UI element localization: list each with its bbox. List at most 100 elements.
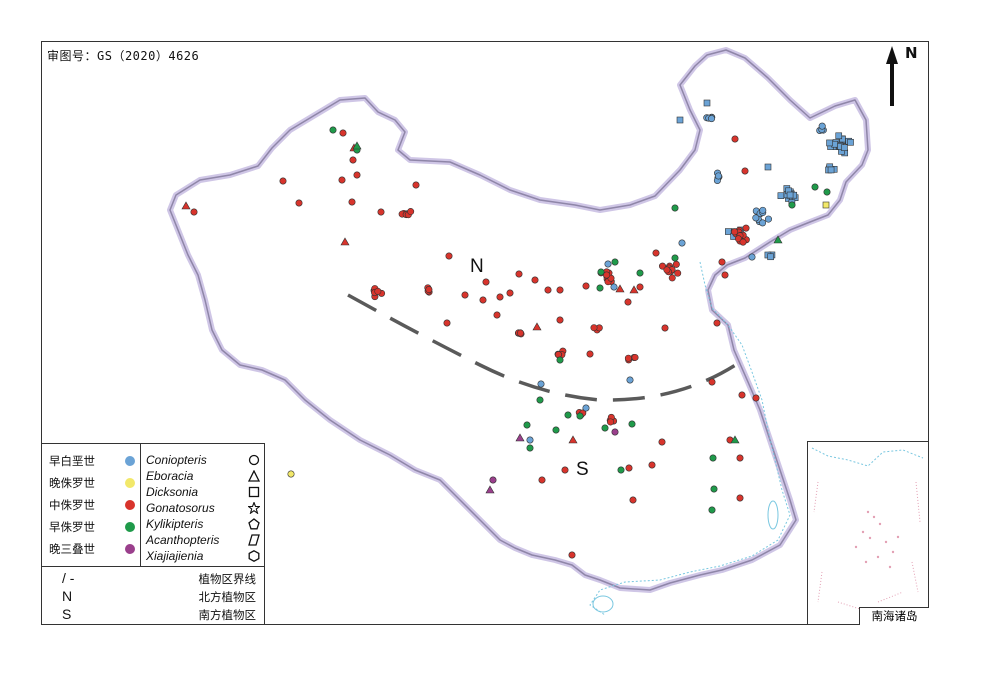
fossil-locality-marker <box>822 201 830 209</box>
fossil-locality-marker <box>590 324 598 332</box>
fossil-locality-marker <box>295 199 303 207</box>
legend-age-late-triassic: 晚三叠世 <box>49 540 137 558</box>
fossil-locality-marker <box>738 391 746 399</box>
china-outline <box>169 49 869 591</box>
pentagon-symbol-icon <box>248 518 260 530</box>
fossil-locality-marker <box>561 466 569 474</box>
fossil-locality-marker <box>847 138 854 146</box>
fossil-locality-marker <box>537 380 545 388</box>
fossil-localities <box>181 99 854 559</box>
inset-map <box>811 447 924 611</box>
triangle-symbol-icon <box>248 470 260 482</box>
fossil-locality-marker <box>287 470 295 478</box>
fossil-locality-marker <box>788 201 796 209</box>
fossil-locality-marker <box>714 172 722 180</box>
fossil-locality-marker <box>818 122 826 130</box>
fossil-locality-marker <box>767 253 774 261</box>
fossil-locality-marker <box>181 201 191 210</box>
fossil-locality-marker <box>348 198 356 206</box>
taiwan-island <box>767 500 779 530</box>
fossil-locality-marker <box>461 291 469 299</box>
south-region-label: S <box>576 459 589 480</box>
legend-genus-acanthopteris: Acanthopteris <box>146 532 262 550</box>
fossil-locality-marker <box>629 285 639 294</box>
age-color-dot <box>125 544 135 554</box>
legend-age-early-cretaceous: 早白垩世 <box>49 452 137 470</box>
age-color-dot <box>125 522 135 532</box>
fossil-locality-marker <box>352 141 362 150</box>
fossil-locality-marker <box>663 266 671 274</box>
circle-symbol-icon <box>248 454 260 466</box>
fossil-locality-marker <box>708 506 716 514</box>
fossil-locality-marker <box>190 208 198 216</box>
legend-genus-dicksonia: Dicksonia <box>146 484 262 502</box>
fossil-locality-marker <box>672 260 680 268</box>
fossil-locality-marker <box>636 269 644 277</box>
legend-age-middle-jurassic: 中侏罗世 <box>49 496 137 514</box>
fossil-locality-marker <box>515 433 525 442</box>
fossil-locality-marker <box>611 258 619 266</box>
fossil-locality-marker <box>626 376 634 384</box>
north-arrow-icon <box>886 46 898 106</box>
fossil-locality-marker <box>556 356 564 364</box>
hexagon-symbol-icon <box>248 550 260 562</box>
fossil-locality-marker <box>676 116 684 124</box>
fossil-locality-marker <box>658 262 666 270</box>
fossil-locality-marker <box>710 485 718 493</box>
fossil-locality-marker <box>412 181 420 189</box>
fossil-locality-marker <box>739 238 747 246</box>
fossil-locality-marker <box>582 282 590 290</box>
fossil-locality-marker <box>625 464 633 472</box>
fossil-locality-marker <box>827 166 835 174</box>
fossil-locality-marker <box>764 215 772 223</box>
fossil-locality-marker <box>339 129 347 137</box>
fossil-locality-marker <box>674 269 682 277</box>
fossil-locality-marker <box>601 424 609 432</box>
fossil-locality-marker <box>556 316 564 324</box>
legend-boundary-line: / - 植物区界线 <box>62 570 256 586</box>
fossil-locality-marker <box>811 183 819 191</box>
fossil-locality-marker <box>678 239 686 247</box>
legend-age-late-jurassic: 晚侏罗世 <box>49 474 137 492</box>
fossil-locality-marker <box>731 228 739 236</box>
fossil-locality-marker <box>742 224 750 232</box>
legend-genus-gonatosorus: Gonatosorus <box>146 500 262 518</box>
fossil-locality-marker <box>531 276 539 284</box>
fossil-locality-marker <box>835 132 843 140</box>
fossil-locality-marker <box>759 219 767 227</box>
fossil-locality-marker <box>349 156 357 164</box>
fossil-locality-marker <box>568 435 578 444</box>
fossil-locality-marker <box>624 354 632 362</box>
fossil-locality-marker <box>648 461 656 469</box>
fossil-locality-marker <box>731 135 739 143</box>
coastline <box>589 261 791 616</box>
fossil-locality-marker <box>748 253 756 261</box>
legend-age-early-jurassic: 早侏罗世 <box>49 518 137 536</box>
fossil-locality-marker <box>493 311 501 319</box>
fossil-locality-marker <box>841 144 848 151</box>
fossil-locality-marker <box>526 436 534 444</box>
fossil-locality-marker <box>786 191 794 199</box>
fossil-locality-marker <box>736 494 744 502</box>
legend: 早白垩世 晚侏罗世 中侏罗世 早侏罗世 晚三叠世 Coniopteris Ebo… <box>41 443 265 625</box>
fossil-locality-marker <box>445 252 453 260</box>
approval-number: 审图号：GS（2020）4626 <box>47 49 200 63</box>
fossil-locality-marker <box>338 176 346 184</box>
fossil-locality-marker <box>709 454 717 462</box>
fossil-locality-marker <box>671 204 679 212</box>
fossil-locality-marker <box>668 274 676 282</box>
fossil-locality-marker <box>329 126 337 134</box>
fossil-locality-marker <box>604 260 612 268</box>
china-outline-halo <box>167 47 871 593</box>
fossil-locality-marker <box>713 319 721 327</box>
fossil-locality-marker <box>407 208 415 216</box>
fossil-locality-marker <box>353 171 361 179</box>
fossil-locality-marker <box>374 287 382 295</box>
fossil-locality-marker <box>741 167 749 175</box>
fossil-locality-marker <box>544 286 552 294</box>
fossil-locality-marker <box>610 283 618 291</box>
fossil-locality-marker <box>377 208 385 216</box>
fossil-locality-marker <box>624 298 632 306</box>
fossil-locality-marker <box>425 286 433 294</box>
